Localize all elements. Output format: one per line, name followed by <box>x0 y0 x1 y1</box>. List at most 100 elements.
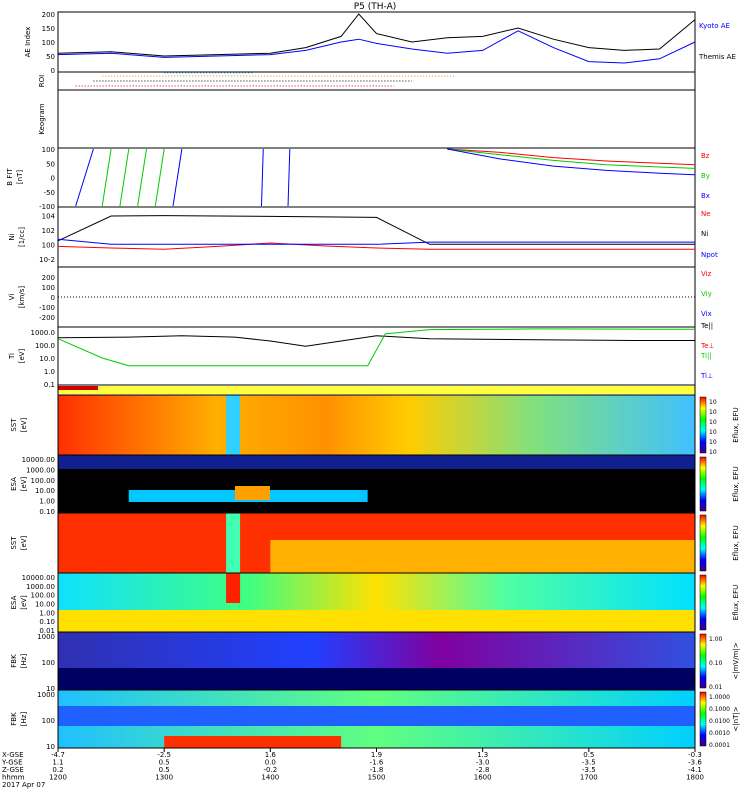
roi-ylabel: ROI <box>38 75 46 87</box>
esa1-ytick: 10000.00 <box>22 456 55 464</box>
bfit-ylabel: B FIT <box>6 168 14 186</box>
footer-value: 0.5 <box>159 759 170 767</box>
esa2-ytick: 100.00 <box>31 592 56 600</box>
fbk2-ytick: 100 <box>42 717 55 725</box>
bfit-legend-by: By <box>701 172 710 180</box>
sst1-cbar-tick: 10 <box>709 409 717 416</box>
b-by-line <box>447 148 696 169</box>
sst1-cbar-tick: 10 <box>709 449 717 456</box>
footer-value: 1300 <box>155 774 173 782</box>
footer-value: 1500 <box>368 774 386 782</box>
b-spike-6 <box>260 148 264 207</box>
velocity-ylabel: Vi <box>8 294 16 301</box>
esa2-hot-spot <box>226 573 241 603</box>
footer-value: -1.6 <box>370 759 384 767</box>
fbk2-ytick: 10 <box>46 743 55 751</box>
velocity-ytick: -200 <box>39 314 55 322</box>
footer-value: 0.5 <box>583 751 594 759</box>
footer-row-label: Y-GSE <box>1 759 23 767</box>
density-yunit: [1/cc] <box>18 227 26 247</box>
mode-strip-red <box>58 386 98 390</box>
sst1-gap-band <box>226 395 241 455</box>
fbk2-yunit: [Hz] <box>20 712 28 727</box>
esa2-ytick: 10000.00 <box>22 574 55 582</box>
bfit-ytick: 100 <box>42 146 55 154</box>
mode-strip <box>58 386 695 394</box>
footer-value: -3.5 <box>582 759 596 767</box>
bfit-ytick: 50 <box>46 160 55 168</box>
bfit-legend-bx: Bx <box>701 192 710 200</box>
fbk2-cbar-tick: 0.0010 <box>709 730 730 737</box>
fbk2-low-band <box>164 736 342 748</box>
sst2-gap-band <box>226 513 241 573</box>
b-spike-3 <box>137 148 147 207</box>
footer-value: -1.8 <box>370 766 384 774</box>
footer-value: -3.6 <box>688 759 702 767</box>
temp-ytick: 100.0 <box>35 342 55 350</box>
ae-ytick: 50 <box>46 53 55 61</box>
esa2-ytick: 1.00 <box>39 609 55 617</box>
b-spike-2 <box>119 148 130 207</box>
footer-value: -2.5 <box>157 751 171 759</box>
esa2-yunit: [eV] <box>20 595 28 610</box>
esa2-ytick: 0.10 <box>39 618 55 626</box>
fbk1-cbar-tick: 0.01 <box>709 684 723 691</box>
fbk2-cbar-tick: 0.0001 <box>709 742 730 749</box>
footer-value: -0.3 <box>688 751 702 759</box>
temp-legend-2: Ti|| <box>700 352 712 360</box>
temp-ti-par-line <box>57 328 695 367</box>
keogram-frame <box>57 89 696 149</box>
fbk2-cbar-label: <|nT|> <box>732 706 740 731</box>
sst2-ylabel: SST <box>10 536 18 550</box>
fbk1-cbar-tick: 0.10 <box>709 660 723 667</box>
footer-value: 1600 <box>474 774 492 782</box>
esa1-colorbar <box>699 456 707 512</box>
fbk1-ylabel: FBK <box>10 654 18 668</box>
fbk1-cbar-label: <|mV/m|> <box>732 642 740 679</box>
footer-value: -4.7 <box>51 751 65 759</box>
temp-legend-0: Te|| <box>700 322 713 330</box>
esa2-ytick: 0.01 <box>39 627 55 635</box>
footer-value: 1.1 <box>52 759 63 767</box>
b-bz-line <box>447 148 696 166</box>
footer-value: 0.5 <box>159 766 170 774</box>
fbk2-ytick: 1000 <box>37 691 55 699</box>
density-ytick: 100 <box>42 241 55 249</box>
sst1-ylabel: SST <box>10 418 18 432</box>
sst2-colorbar <box>699 514 707 572</box>
footer-row-label: Z-GSE <box>2 766 24 774</box>
velocity-legend-viz: Viz <box>701 270 712 278</box>
fbk1-colorbar <box>699 633 707 689</box>
velocity-legend-viy: Viy <box>701 290 712 298</box>
b-spike-0 <box>75 148 94 207</box>
bfit-ytick: -50 <box>44 189 55 197</box>
bfit-yunit: [nT] <box>16 170 24 184</box>
footer-value: 0.2 <box>52 766 63 774</box>
temp-ytick: 1.0 <box>44 368 55 376</box>
esa1-yunit: [eV] <box>20 476 28 491</box>
density-npot-line <box>57 238 695 245</box>
velocity-legend-vix: Vix <box>701 310 712 318</box>
footer-value: -4.1 <box>688 766 702 774</box>
fbk2-mid-band <box>58 706 695 726</box>
bfit-legend-bz: Bz <box>701 152 710 160</box>
temp-legend-3: Ti⊥ <box>700 372 713 380</box>
esa2-ylabel: ESA <box>10 595 18 609</box>
velocity-ytick: 0 <box>51 294 55 302</box>
fbk1-ytick: 10 <box>46 685 55 693</box>
footer-value: 1800 <box>686 774 704 782</box>
sst1-spectrogram <box>58 395 695 455</box>
sst1-cbar-tick: 10 <box>709 439 717 446</box>
temp-te-par-line <box>57 335 695 347</box>
b-bx-line <box>447 148 696 176</box>
sst2-yunit: [eV] <box>20 535 28 550</box>
density-ylabel: Ni <box>8 233 16 240</box>
temp-ytick: 0.1 <box>44 381 55 389</box>
footer-value: 1.9 <box>371 751 382 759</box>
sst1-cbar-label: Eflux, EFU <box>732 407 740 442</box>
bfit-ytick: -100 <box>39 203 55 211</box>
esa1-cbar-label: Eflux, EFU <box>732 466 740 501</box>
esa1-ylabel: ESA <box>10 477 18 491</box>
fbk1-ytick: 1000 <box>37 633 55 641</box>
density-ne-line <box>57 242 695 250</box>
